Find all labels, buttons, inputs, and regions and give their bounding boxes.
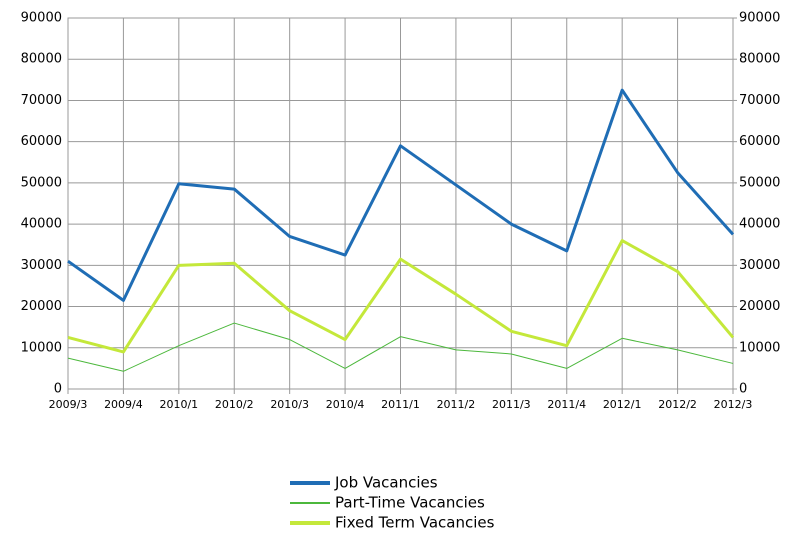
x-tick-label: 2010/1 <box>159 398 198 411</box>
series-line <box>67 239 735 354</box>
x-tick-label: 2009/4 <box>104 398 143 411</box>
series-line <box>67 322 734 372</box>
x-tick-label: 2010/2 <box>215 398 254 411</box>
y-tick-label: 0 <box>54 382 62 397</box>
x-tick-label: 2011/2 <box>437 398 476 411</box>
x-tick-label: 2012/3 <box>714 398 753 411</box>
y2-tick-label: 10000 <box>739 340 780 355</box>
legend-label: Part-Time Vacancies <box>335 494 485 512</box>
y-tick-label: 70000 <box>21 93 62 108</box>
y2-tick-label: 60000 <box>739 134 780 149</box>
y2-tick-label: 50000 <box>739 175 780 190</box>
plot-border <box>67 17 734 390</box>
y2-tick-label: 20000 <box>739 299 780 314</box>
y2-tick-label: 0 <box>739 382 747 397</box>
x-tick-label: 2012/1 <box>603 398 642 411</box>
y-tick-label: 60000 <box>21 134 62 149</box>
legend-label: Job Vacancies <box>334 474 438 492</box>
y-tick-label: 80000 <box>21 52 62 67</box>
x-tick-label: 2011/4 <box>547 398 586 411</box>
y-tick-label: 50000 <box>21 175 62 190</box>
x-tick-label: 2011/1 <box>381 398 420 411</box>
x-tick-label: 2010/3 <box>270 398 309 411</box>
series-line <box>67 88 735 302</box>
legend-label: Fixed Term Vacancies <box>335 514 495 532</box>
x-tick-label: 2010/4 <box>326 398 365 411</box>
y2-tick-label: 90000 <box>739 11 780 26</box>
y-tick-label: 90000 <box>21 11 62 26</box>
y-tick-label: 10000 <box>21 340 62 355</box>
y-tick-label: 20000 <box>21 299 62 314</box>
y2-tick-label: 40000 <box>739 217 780 232</box>
y-tick-label: 40000 <box>21 217 62 232</box>
y2-tick-label: 80000 <box>739 52 780 67</box>
y2-tick-label: 70000 <box>739 93 780 108</box>
x-tick-label: 2011/3 <box>492 398 531 411</box>
y2-tick-label: 30000 <box>739 258 780 273</box>
x-tick-label: 2009/3 <box>49 398 88 411</box>
x-tick-label: 2012/2 <box>658 398 697 411</box>
y-tick-label: 30000 <box>21 258 62 273</box>
